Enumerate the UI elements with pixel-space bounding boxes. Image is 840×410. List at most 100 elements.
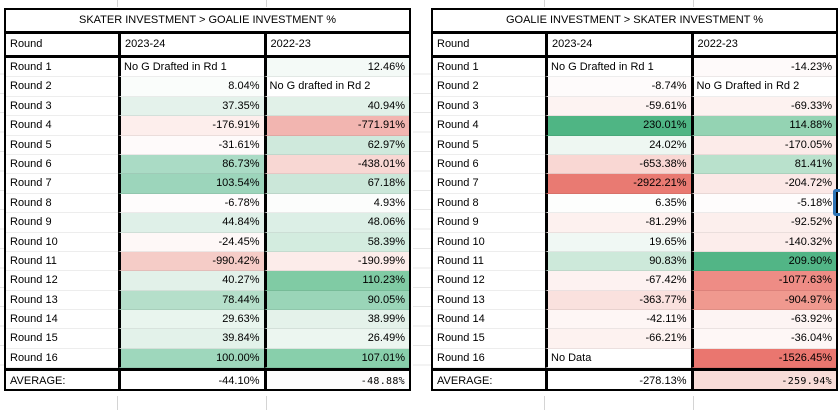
- value-cell[interactable]: 58.39%: [263, 232, 409, 252]
- value-cell[interactable]: -176.91%: [118, 116, 264, 136]
- round-label-cell[interactable]: Round 2: [433, 77, 545, 97]
- round-label-cell[interactable]: Round 8: [433, 193, 545, 214]
- round-label-cell[interactable]: Round 12: [6, 271, 118, 291]
- column-header-2023-24[interactable]: 2023-24: [545, 34, 691, 55]
- round-label-cell[interactable]: Round 6: [433, 154, 545, 175]
- round-label-cell[interactable]: Round 13: [6, 290, 118, 311]
- round-label-cell[interactable]: Round 4: [433, 116, 545, 136]
- value-cell[interactable]: -278.13%: [545, 368, 691, 390]
- value-cell[interactable]: 12.46%: [263, 58, 409, 78]
- value-cell[interactable]: 86.73%: [118, 154, 264, 175]
- round-label-cell[interactable]: Round 9: [433, 213, 545, 233]
- value-cell[interactable]: No G Drafted in Rd 1: [118, 58, 264, 78]
- value-cell[interactable]: -63.92%: [690, 310, 836, 330]
- value-cell[interactable]: -59.61%: [545, 96, 691, 117]
- value-cell[interactable]: 37.35%: [118, 96, 264, 117]
- value-cell[interactable]: 24.02%: [545, 135, 691, 155]
- column-header-2022-23[interactable]: 2022-23: [690, 34, 837, 55]
- value-cell[interactable]: -67.42%: [545, 271, 691, 291]
- value-cell[interactable]: 4.93%: [263, 193, 409, 214]
- column-header-round[interactable]: Round: [10, 38, 43, 50]
- value-cell[interactable]: -44.10%: [118, 368, 264, 390]
- round-label-cell[interactable]: Round 9: [6, 213, 118, 233]
- column-header-round[interactable]: Round: [437, 38, 470, 50]
- round-label-cell[interactable]: Round 1: [433, 58, 545, 78]
- value-cell[interactable]: 230.01%: [545, 116, 691, 136]
- round-label-cell[interactable]: Round 16: [433, 348, 545, 369]
- round-label-cell[interactable]: Round 10: [433, 232, 545, 252]
- value-cell[interactable]: 26.49%: [263, 329, 409, 349]
- value-cell[interactable]: -190.99%: [263, 251, 409, 272]
- round-label-cell[interactable]: Round 3: [6, 96, 118, 117]
- round-label-cell[interactable]: Round 15: [433, 329, 545, 349]
- value-cell[interactable]: -259.94%: [690, 368, 836, 390]
- value-cell[interactable]: -36.04%: [690, 329, 836, 349]
- value-cell[interactable]: -904.97%: [690, 290, 836, 311]
- round-label-cell[interactable]: Round 14: [6, 310, 118, 330]
- round-label-cell[interactable]: Round 3: [433, 96, 545, 117]
- value-cell[interactable]: -1077.63%: [690, 271, 836, 291]
- table-title[interactable]: GOALIE INVESTMENT > SKATER INVESTMENT %: [433, 10, 836, 34]
- value-cell[interactable]: -42.11%: [545, 310, 691, 330]
- value-cell[interactable]: -771.91%: [263, 116, 409, 136]
- value-cell[interactable]: No Data: [545, 348, 691, 369]
- value-cell[interactable]: 8.04%: [118, 77, 264, 97]
- value-cell[interactable]: 90.05%: [263, 290, 409, 311]
- round-label-cell[interactable]: Round 12: [433, 271, 545, 291]
- value-cell[interactable]: 38.99%: [263, 310, 409, 330]
- round-label-cell[interactable]: Round 16: [6, 348, 118, 369]
- value-cell[interactable]: -990.42%: [118, 251, 264, 272]
- value-cell[interactable]: No G Drafted in Rd 1: [545, 58, 691, 78]
- value-cell[interactable]: No G Drafted in Rd 2: [690, 77, 836, 97]
- value-cell[interactable]: -438.01%: [263, 154, 409, 175]
- value-cell[interactable]: 44.84%: [118, 213, 264, 233]
- value-cell[interactable]: -140.32%: [690, 232, 836, 252]
- value-cell[interactable]: -24.45%: [118, 232, 264, 252]
- value-cell[interactable]: 6.35%: [545, 193, 691, 214]
- round-label-cell[interactable]: Round 11: [433, 251, 545, 272]
- value-cell[interactable]: -653.38%: [545, 154, 691, 175]
- value-cell[interactable]: No G drafted in Rd 2: [263, 77, 409, 97]
- table-title[interactable]: SKATER INVESTMENT > GOALIE INVESTMENT %: [6, 10, 409, 34]
- round-label-cell[interactable]: Round 2: [6, 77, 118, 97]
- column-header-2022-23[interactable]: 2022-23: [263, 34, 410, 55]
- value-cell[interactable]: -6.78%: [118, 193, 264, 214]
- value-cell[interactable]: -1526.45%: [690, 348, 836, 369]
- value-cell[interactable]: 48.06%: [263, 213, 409, 233]
- value-cell[interactable]: -92.52%: [690, 213, 836, 233]
- round-label-cell[interactable]: Round 6: [6, 154, 118, 175]
- value-cell[interactable]: -2922.21%: [545, 174, 691, 194]
- value-cell[interactable]: 39.84%: [118, 329, 264, 349]
- round-label-cell[interactable]: Round 11: [6, 251, 118, 272]
- round-label-cell[interactable]: Round 15: [6, 329, 118, 349]
- round-label-cell[interactable]: Round 10: [6, 232, 118, 252]
- round-label-cell[interactable]: AVERAGE:: [6, 368, 118, 390]
- value-cell[interactable]: 40.27%: [118, 271, 264, 291]
- value-cell[interactable]: 19.65%: [545, 232, 691, 252]
- round-label-cell[interactable]: Round 5: [6, 135, 118, 155]
- round-label-cell[interactable]: Round 8: [6, 193, 118, 214]
- value-cell[interactable]: 67.18%: [263, 174, 409, 194]
- value-cell[interactable]: -48.88%: [263, 368, 409, 390]
- value-cell[interactable]: -5.18%: [690, 193, 836, 214]
- round-label-cell[interactable]: Round 13: [433, 290, 545, 311]
- round-label-cell[interactable]: Round 5: [433, 135, 545, 155]
- value-cell[interactable]: -8.74%: [545, 77, 691, 97]
- round-label-cell[interactable]: Round 14: [433, 310, 545, 330]
- round-label-cell[interactable]: Round 7: [6, 174, 118, 194]
- value-cell[interactable]: 114.88%: [690, 116, 836, 136]
- value-cell[interactable]: 103.54%: [118, 174, 264, 194]
- value-cell[interactable]: 81.41%: [690, 154, 836, 175]
- value-cell[interactable]: -363.77%: [545, 290, 691, 311]
- value-cell[interactable]: -204.72%: [690, 174, 836, 194]
- value-cell[interactable]: -66.21%: [545, 329, 691, 349]
- value-cell[interactable]: 62.97%: [263, 135, 409, 155]
- value-cell[interactable]: -14.23%: [690, 58, 836, 78]
- value-cell[interactable]: 100.00%: [118, 348, 264, 369]
- round-label-cell[interactable]: Round 7: [433, 174, 545, 194]
- round-label-cell[interactable]: Round 1: [6, 58, 118, 78]
- value-cell[interactable]: -81.29%: [545, 213, 691, 233]
- value-cell[interactable]: -69.33%: [690, 96, 836, 117]
- value-cell[interactable]: -170.05%: [690, 135, 836, 155]
- value-cell[interactable]: 90.83%: [545, 251, 691, 272]
